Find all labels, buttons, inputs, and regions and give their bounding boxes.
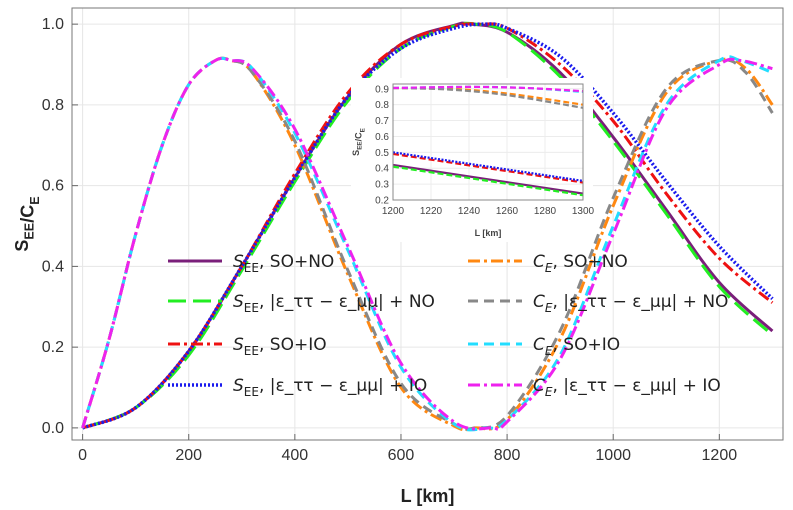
legend-item-2: SEE, SO+IO bbox=[168, 335, 327, 358]
inset-series-0-line bbox=[392, 163, 584, 195]
legend-subscript: E bbox=[545, 385, 553, 399]
main-plot-lines bbox=[81, 21, 774, 432]
x-tick-label: 1200 bbox=[702, 447, 738, 464]
legend-rest: , SO+NO bbox=[552, 252, 627, 272]
legend-rest: , |ε_ττ − ε_μμ| + IO bbox=[259, 376, 427, 396]
y-tick-label: 0.6 bbox=[42, 178, 64, 195]
legend-subscript: E bbox=[545, 261, 553, 275]
inset-y-tick-label: 0.6 bbox=[375, 132, 389, 143]
legend-rest: , SO+NO bbox=[259, 252, 334, 272]
x-axis-label: L [km] bbox=[401, 486, 455, 506]
inset-x-tick-label: 1220 bbox=[420, 206, 443, 217]
inset-x-axis-label: L [km] bbox=[475, 228, 502, 238]
legend-label: CE, SO+IO bbox=[533, 335, 620, 358]
inset-y-tick-label: 0.8 bbox=[375, 100, 389, 111]
x-tick-label: 400 bbox=[281, 447, 308, 464]
inset-y-tick-label: 0.9 bbox=[375, 84, 389, 95]
legend-label: SEE, |ε_ττ − ε_μμ| + NO bbox=[233, 292, 435, 315]
legend-rest: , SO+IO bbox=[259, 335, 327, 355]
legend-item-0: SEE, SO+NO bbox=[168, 252, 334, 275]
inset-series-7-line bbox=[392, 85, 584, 93]
inset-frame bbox=[392, 83, 584, 201]
legend-subscript: EE bbox=[244, 261, 259, 275]
main-plot-frame bbox=[71, 7, 784, 441]
label-part: S bbox=[351, 150, 361, 156]
label-part: /C bbox=[354, 132, 364, 142]
legend-symbol: C bbox=[533, 376, 545, 396]
label-subscript: EE bbox=[357, 141, 364, 149]
legend-subscript: E bbox=[545, 344, 553, 358]
legend-rest: , |ε_ττ − ε_μμ| + IO bbox=[552, 376, 720, 396]
legend-label: CE, |ε_ττ − ε_μμ| + IO bbox=[533, 376, 721, 399]
legend-rest: , |ε_ττ − ε_μμ| + NO bbox=[552, 292, 728, 312]
inset-plot: 1200 1220 1240 1260 1280 1300 0.2 0.3 0.4 0.5 0.6 0… bbox=[351, 78, 595, 242]
legend-subscript: EE bbox=[244, 344, 259, 358]
inset-series-3-line bbox=[392, 151, 584, 182]
x-tick-label: 1000 bbox=[595, 447, 631, 464]
y-tick-label: 0.8 bbox=[42, 97, 64, 114]
legend-item-7: CE, |ε_ττ − ε_μμ| + IO bbox=[468, 376, 721, 399]
inset-y-tick-label: 0.4 bbox=[375, 164, 389, 175]
legend-rest: , SO+IO bbox=[552, 335, 620, 355]
inset-y-tick-label: 0.3 bbox=[375, 180, 389, 191]
inset-y-tick-label: 0.7 bbox=[375, 116, 389, 127]
legend-symbol: C bbox=[533, 292, 545, 312]
legend-symbol: C bbox=[533, 252, 545, 272]
inset-series-2-line bbox=[392, 152, 584, 184]
legend-symbol: S bbox=[233, 376, 244, 396]
label-subscript: E bbox=[28, 196, 42, 204]
legend-symbol: S bbox=[233, 335, 244, 355]
legend-subscript: EE bbox=[244, 385, 259, 399]
inset-y-tick-label: 0.5 bbox=[375, 148, 389, 159]
inset-y-tick-label: 0.2 bbox=[375, 196, 389, 207]
x-tick-label: 600 bbox=[388, 447, 415, 464]
inset-series-1-line bbox=[392, 165, 584, 197]
inset-x-tick-label: 1300 bbox=[572, 206, 595, 217]
y-tick-label: 0.4 bbox=[42, 258, 64, 275]
legend-symbol: S bbox=[233, 252, 244, 272]
series-3-line bbox=[81, 22, 774, 430]
label-part: /C bbox=[17, 205, 37, 223]
inset-x-tick-label: 1260 bbox=[496, 206, 519, 217]
inset-x-tick-label: 1280 bbox=[534, 206, 557, 217]
legend-item-1: SEE, |ε_ττ − ε_μμ| + NO bbox=[168, 292, 435, 315]
legend-label: CE, |ε_ττ − ε_μμ| + NO bbox=[533, 292, 728, 315]
x-tick-label: 800 bbox=[494, 447, 521, 464]
label-part: S bbox=[12, 240, 32, 252]
legend-symbol: C bbox=[533, 335, 545, 355]
legend-item-4: CE, SO+NO bbox=[468, 252, 628, 275]
x-tick-label: 0 bbox=[78, 447, 87, 464]
series-2-line bbox=[82, 22, 774, 430]
legend-subscript: E bbox=[545, 301, 553, 315]
legend-label: CE, SO+NO bbox=[533, 252, 628, 275]
legend-item-5: CE, |ε_ττ − ε_μμ| + NO bbox=[468, 292, 728, 315]
label-subscript: EE bbox=[22, 223, 36, 240]
y-tick-label: 1.0 bbox=[42, 16, 64, 33]
inset-x-tick-label: 1240 bbox=[458, 206, 481, 217]
legend-symbol: S bbox=[233, 292, 244, 312]
series-7-line bbox=[81, 56, 773, 431]
legend-item-3: SEE, |ε_ττ − ε_μμ| + IO bbox=[168, 376, 427, 399]
legend-rest: , |ε_ττ − ε_μμ| + NO bbox=[259, 292, 435, 312]
x-tick-label: 200 bbox=[175, 447, 202, 464]
y-tick-label: 0.2 bbox=[42, 339, 64, 356]
inset-y-axis-label: SEE/CE bbox=[351, 128, 366, 156]
series-1-line bbox=[82, 21, 774, 430]
legend-label: SEE, SO+NO bbox=[233, 252, 334, 275]
inset-x-tick-label: 1200 bbox=[382, 206, 405, 217]
inset-background bbox=[351, 78, 593, 242]
legend-subscript: EE bbox=[244, 301, 259, 315]
legend-label: SEE, SO+IO bbox=[233, 335, 327, 358]
y-axis-label: SEE/CE bbox=[12, 196, 42, 251]
main-ticks: 0 200 400 600 800 1000 1200 0.0 0.2 0.4 0.6 0.8 1.0 bbox=[42, 16, 737, 464]
legend-item-6: CE, SO+IO bbox=[468, 335, 620, 358]
y-tick-label: 0.0 bbox=[42, 420, 64, 437]
label-subscript: E bbox=[359, 128, 366, 132]
legend-label: SEE, |ε_ττ − ε_μμ| + IO bbox=[233, 376, 427, 399]
